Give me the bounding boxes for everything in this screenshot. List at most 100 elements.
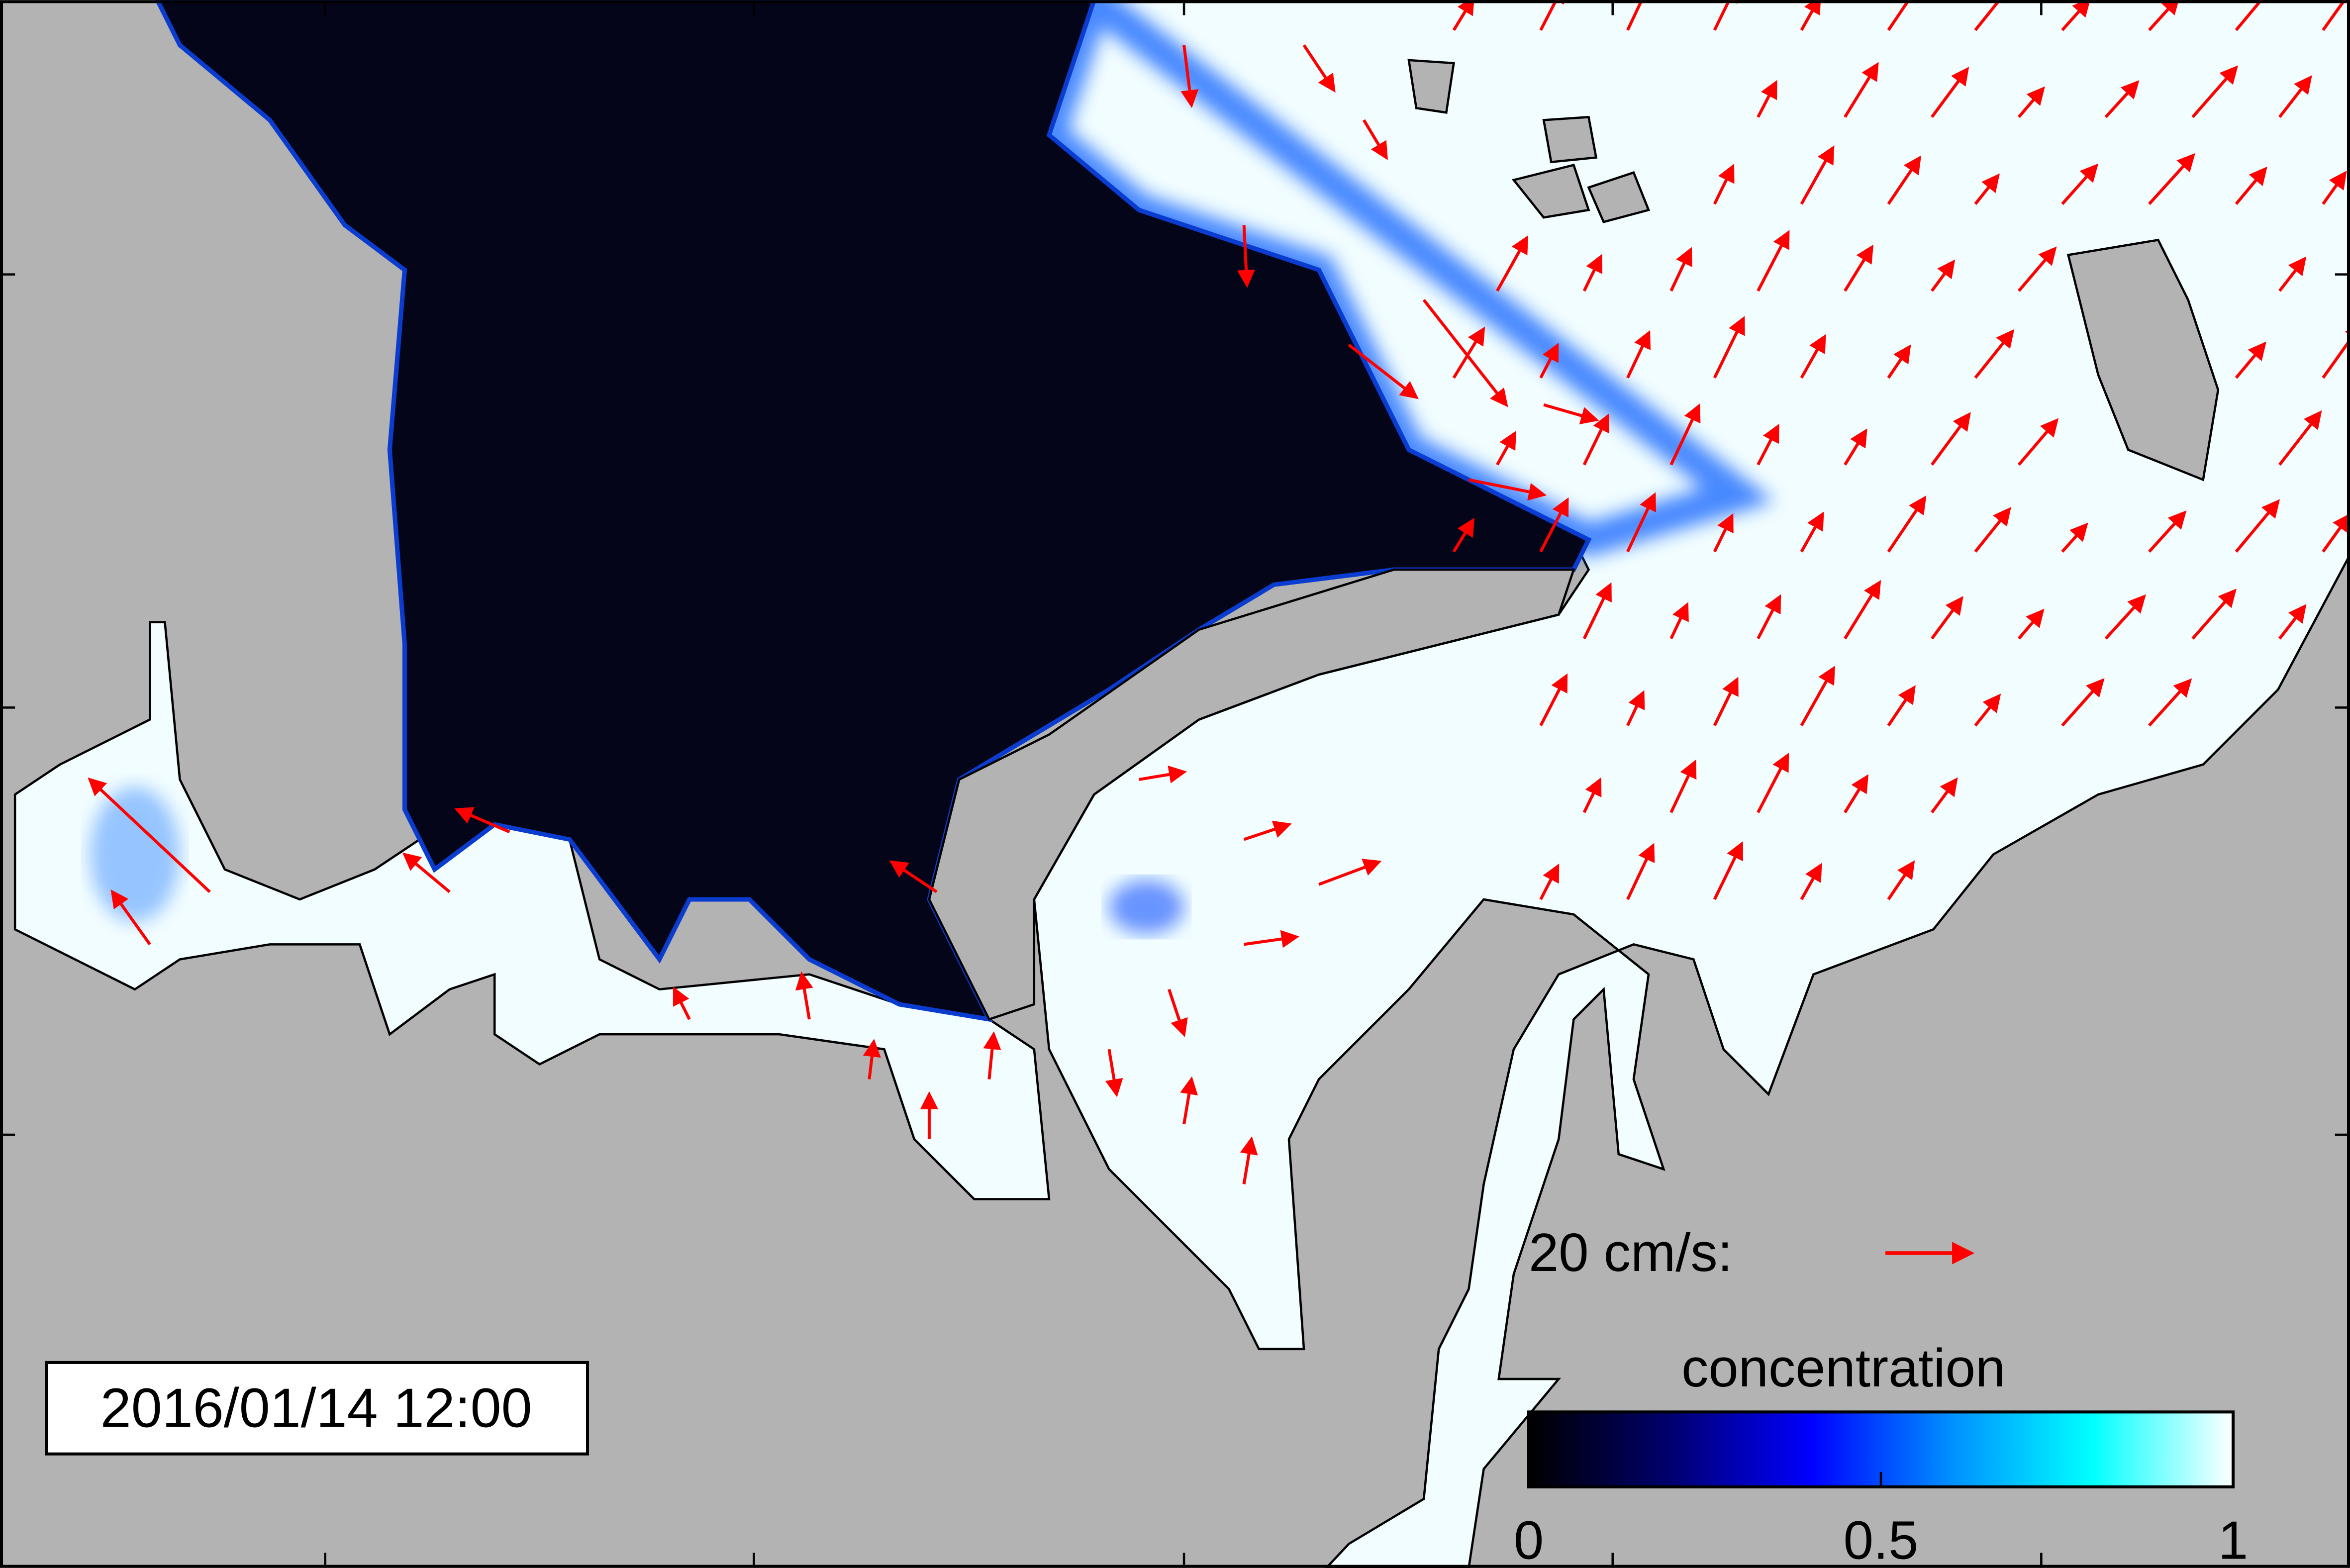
velocity-arrow [1844,774,1868,813]
velocity-arrow [1887,685,1916,727]
velocity-arrow [2322,322,2350,379]
velocity-arrow [1626,690,1645,726]
velocity-arrow [2017,608,2045,640]
velocity-arrow [1496,235,1529,292]
velocity-arrow [1887,860,1915,900]
velocity-arrow [1800,145,1835,205]
velocity-arrow [1800,0,1821,31]
velocity-arrow [1180,45,1199,108]
sea-ice [13,621,1051,1200]
velocity-arrow [1800,511,1824,553]
velocity-arrow [1237,225,1256,288]
velocity-arrow [2061,163,2099,205]
velocity-arrow [1318,859,1382,886]
velocity-arrow [1168,988,1188,1037]
velocity-arrow [2235,341,2266,379]
timestamp-box [45,1361,589,1456]
velocity-arrow [1974,0,2002,31]
velocity-arrow [1452,517,1475,553]
velocity-arrow [1887,495,1927,553]
velocity-arrow [1931,67,1969,118]
velocity-arrow [1974,693,2001,727]
velocity-arrow [88,777,211,893]
timestamp: 2016/01/14 12:00 [100,1376,532,1439]
velocity-arrow [889,860,938,893]
colorbar-tick-label: 0.5 [1844,1510,1919,1568]
velocity-arrow [1713,513,1734,553]
velocity-arrow [1800,863,1822,900]
velocity-arrow [2278,256,2307,292]
velocity-arrow [1452,326,1485,379]
velocity-arrow [1757,80,1777,118]
velocity-arrow [1626,330,1651,379]
velocity-arrow [1931,412,1971,466]
velocity-arrow [2017,418,2059,466]
velocity-arrow [2322,0,2350,31]
colorbar-tick-label: 0 [1514,1510,1544,1568]
velocity-arrow [2148,678,2192,727]
velocity-arrow [2061,522,2088,553]
velocity-arrow [983,1031,1001,1079]
velocity-arrow [2191,65,2239,118]
island [1542,115,1598,164]
velocity-arrow [1800,334,1826,379]
velocity-arrow [2017,86,2045,118]
velocity-arrow [2104,80,2140,118]
island [1407,59,1455,114]
velocity-arrow [1974,329,2015,379]
velocity-arrow [1452,0,1475,31]
velocity-arrow [1757,753,1789,813]
velocity-arrow [1539,673,1568,726]
velocity-arrow [1582,582,1612,640]
velocity-arrow [673,986,691,1020]
velocity-scale-label: 20 cm/s: [1529,1222,1733,1282]
colorbar-tick-label: 1 [2218,1510,2248,1568]
velocity-arrow [1422,299,1508,407]
ice-patch [90,787,180,922]
velocity-arrow [454,807,510,834]
velocity-arrow [1757,230,1790,292]
velocity-arrow [110,889,151,946]
velocity-arrow [1713,0,1738,31]
velocity-arrow [1582,413,1610,466]
velocity-arrow [2061,678,2105,727]
velocity-arrow [1974,173,2000,205]
velocity-arrow [1931,259,1956,292]
velocity-arrow [2235,0,2263,31]
velocity-arrow [1582,254,1603,292]
velocity-arrow [1539,863,1560,900]
velocity-arrow [1669,602,1689,640]
velocity-arrow [1844,62,1879,118]
velocity-arrow [1543,403,1599,425]
velocity-arrow [2322,513,2350,553]
velocity-arrow [1139,766,1187,784]
velocity-arrow [1887,155,1922,205]
velocity-arrow [1757,423,1779,466]
velocity-arrow [2235,499,2280,553]
velocity-arrow [2235,166,2267,205]
velocity-arrow [1669,759,1697,813]
island [1587,171,1651,223]
velocity-arrow [2322,171,2347,205]
velocity-arrow [1363,119,1388,160]
velocity-arrow [1931,777,1958,814]
velocity-arrow [1468,478,1547,501]
velocity-arrow [863,1039,881,1079]
velocity-arrow [2148,510,2187,553]
velocity-arrow [1496,430,1516,466]
velocity-arrow [1240,1136,1258,1184]
velocity-arrow [1539,0,1565,31]
velocity-arrow [1348,343,1419,399]
open-water [155,0,1592,1022]
velocity-arrow [2278,604,2307,640]
velocity-arrow [1105,1049,1123,1097]
velocity-arrow [402,852,451,893]
velocity-arrow [1626,492,1657,553]
velocity-arrow [1302,44,1336,93]
velocity-arrow [2191,588,2237,640]
velocity-arrow [1539,497,1569,553]
